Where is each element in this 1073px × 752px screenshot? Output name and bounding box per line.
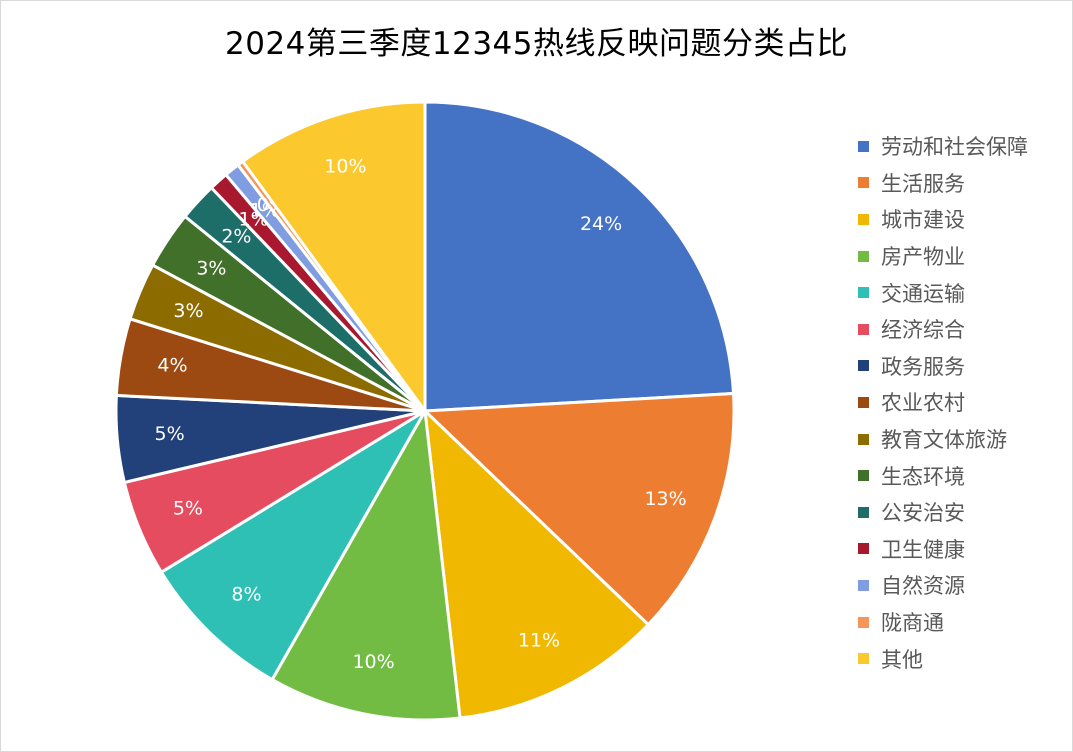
legend-label: 公安治安 xyxy=(881,501,965,526)
legend-item-2: 城市建设 xyxy=(858,201,1068,238)
legend-item-6: 政务服务 xyxy=(858,348,1068,385)
legend-item-7: 农业农村 xyxy=(858,384,1068,421)
legend-swatch xyxy=(858,177,869,189)
legend-item-11: 卫生健康 xyxy=(858,531,1068,568)
legend-swatch xyxy=(858,616,869,628)
legend-item-0: 劳动和社会保障 xyxy=(858,128,1068,165)
data-label-14: 10% xyxy=(324,156,366,178)
data-label-7: 4% xyxy=(157,354,187,376)
legend-swatch xyxy=(858,323,869,335)
data-label-10: 2% xyxy=(221,226,251,248)
legend-item-10: 公安治安 xyxy=(858,494,1068,531)
data-label-3: 10% xyxy=(352,651,394,673)
legend-item-9: 生态环境 xyxy=(858,457,1068,494)
legend-item-5: 经济综合 xyxy=(858,311,1068,348)
legend-label: 教育文体旅游 xyxy=(881,428,1007,453)
data-label-5: 5% xyxy=(173,497,203,519)
legend-label: 生活服务 xyxy=(881,171,965,196)
legend-swatch xyxy=(858,543,869,555)
legend-swatch xyxy=(858,470,869,482)
legend-swatch xyxy=(858,653,869,665)
data-label-8: 3% xyxy=(173,300,203,322)
data-label-4: 8% xyxy=(231,584,261,606)
data-label-1: 13% xyxy=(644,488,686,510)
data-label-2: 11% xyxy=(518,629,560,651)
legend-label: 房产物业 xyxy=(881,245,965,270)
legend-swatch xyxy=(858,433,869,445)
legend-label: 卫生健康 xyxy=(881,537,965,562)
pie-slice-2 xyxy=(423,407,651,720)
legend-item-8: 教育文体旅游 xyxy=(858,421,1068,458)
legend-label: 自然资源 xyxy=(881,574,965,599)
legend-label: 经济综合 xyxy=(881,318,965,343)
chart-title: 2024第三季度12345热线反映问题分类占比 xyxy=(224,26,848,62)
pie-slice-1 xyxy=(421,391,736,627)
pie-slice-14 xyxy=(240,100,427,416)
legend-swatch xyxy=(858,360,869,372)
legend-item-3: 房产物业 xyxy=(858,238,1068,275)
legend: 劳动和社会保障 生活服务城市建设房产物业交通运输经济综合政务服务农业农村教育文体旅… xyxy=(858,128,1068,677)
pie-slice-0 xyxy=(423,100,736,413)
legend-label: 陇商通 xyxy=(881,611,944,636)
legend-item-13: 陇商通 xyxy=(858,604,1068,641)
legend-swatch xyxy=(858,579,869,591)
legend-item-1: 生活服务 xyxy=(858,165,1068,202)
legend-swatch xyxy=(858,287,869,299)
legend-label: 生态环境 xyxy=(881,464,965,489)
data-label-6: 5% xyxy=(155,423,185,445)
pie-slice-4 xyxy=(159,409,427,682)
legend-label: 农业农村 xyxy=(881,391,965,416)
legend-label: 城市建设 xyxy=(881,208,965,233)
legend-swatch xyxy=(858,250,869,262)
legend-label: 交通运输 xyxy=(881,281,965,306)
pie-slice-3 xyxy=(270,406,462,722)
data-label-9: 3% xyxy=(196,258,226,280)
legend-swatch xyxy=(858,396,869,408)
legend-item-4: 交通运输 xyxy=(858,274,1068,311)
legend-swatch xyxy=(858,140,869,152)
legend-label: 其他 xyxy=(881,647,923,672)
legend-swatch xyxy=(858,506,869,518)
data-label-0: 24% xyxy=(580,213,622,235)
legend-swatch xyxy=(858,213,869,225)
legend-label: 政务服务 xyxy=(881,354,965,379)
legend-item-12: 自然资源 xyxy=(858,567,1068,604)
legend-label: 劳动和社会保障 xyxy=(881,135,1028,160)
legend-item-14: 其他 xyxy=(858,640,1068,677)
